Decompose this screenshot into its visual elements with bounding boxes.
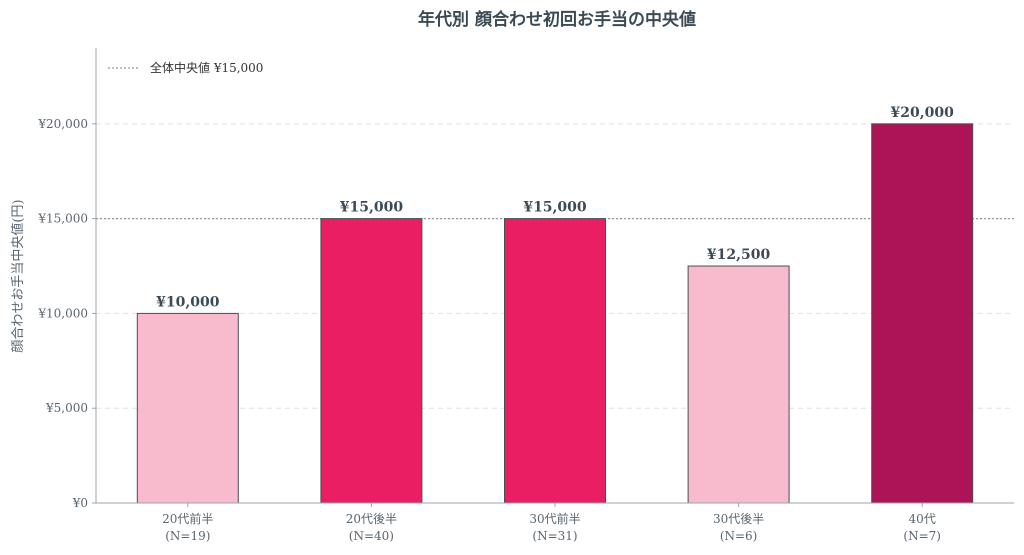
data-label: ¥10,000	[156, 294, 220, 310]
x-tick-label: 40代	[909, 512, 936, 526]
data-label: ¥12,500	[707, 247, 771, 263]
bar	[687, 265, 790, 504]
x-tick-sublabel: (N=6)	[720, 529, 758, 543]
data-labels: ¥10,000 ¥15,000 ¥15,000 ¥12,500 ¥20,000	[156, 105, 954, 311]
bar	[504, 218, 606, 504]
legend-label: 全体中央値 ¥15,000	[150, 60, 263, 75]
y-tick-label: ¥10,000	[37, 306, 88, 320]
y-axis-label: 顔合わせお手当中央値(円)	[10, 199, 26, 352]
y-ticks: ¥0 ¥5,000 ¥10,000 ¥15,000 ¥20,000	[37, 117, 96, 510]
y-tick-label: ¥15,000	[37, 212, 88, 226]
data-label: ¥20,000	[891, 105, 955, 121]
x-tick-label: 30代前半	[529, 511, 580, 526]
y-tick-label: ¥0	[72, 496, 88, 510]
chart-title: 年代別 顔合わせ初回お手当の中央値	[418, 9, 696, 30]
data-label: ¥15,000	[340, 200, 404, 216]
x-ticks: 20代前半 (N=19) 20代後半 (N=40) 30代前半 (N=31) 30代後半 (N…	[162, 503, 941, 543]
bars	[136, 123, 974, 504]
y-tick-label: ¥5,000	[45, 401, 88, 415]
x-tick-label: 20代前半	[162, 511, 213, 526]
x-tick-label: 30代後半	[713, 512, 764, 526]
x-tick-sublabel: (N=31)	[532, 529, 577, 543]
bar	[871, 123, 974, 504]
x-tick-label: 20代後半	[346, 512, 397, 526]
x-tick-sublabel: (N=40)	[349, 529, 394, 543]
bar	[320, 218, 423, 504]
x-tick-sublabel: (N=7)	[903, 529, 941, 543]
legend: 全体中央値 ¥15,000	[108, 60, 263, 75]
x-tick-sublabel: (N=19)	[165, 529, 210, 543]
bar	[136, 312, 239, 504]
y-tick-label: ¥20,000	[37, 117, 88, 131]
data-label: ¥15,000	[523, 200, 587, 216]
